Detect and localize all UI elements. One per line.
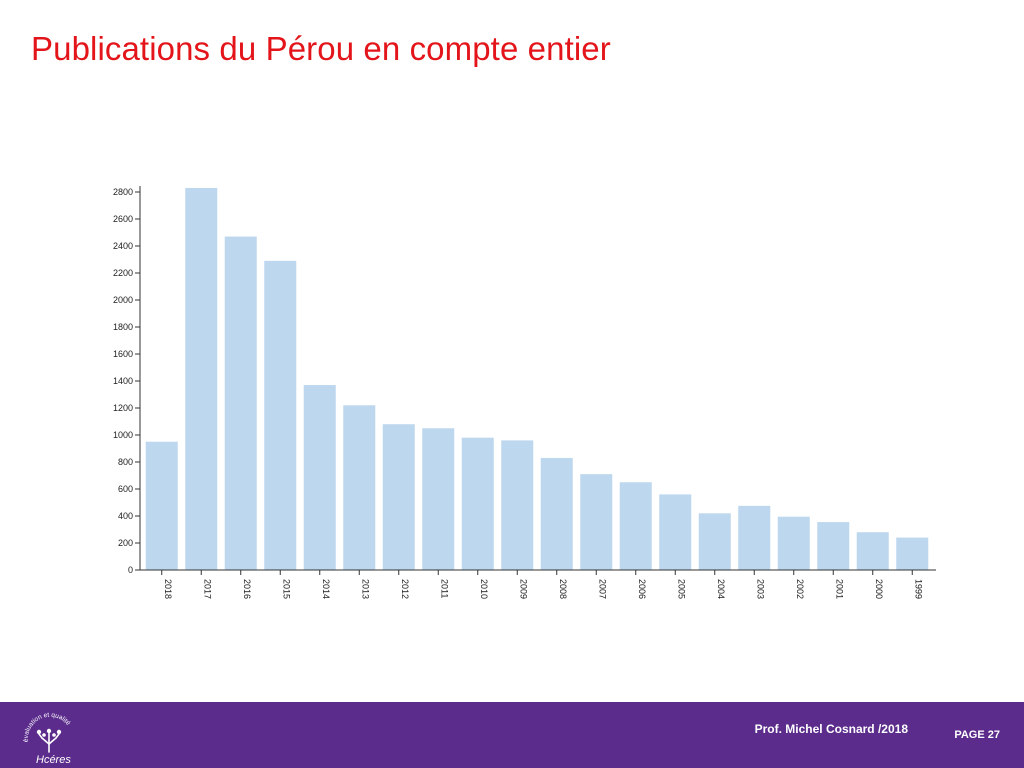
bar-2000 — [856, 532, 889, 570]
x-tick-label-2002: 2002 — [795, 579, 805, 599]
slide-title: Publications du Pérou en compte entier — [31, 30, 611, 67]
x-tick-label-2008: 2008 — [558, 579, 568, 599]
x-tick-label-2000: 2000 — [874, 579, 884, 599]
x-tick-label-2005: 2005 — [676, 579, 686, 599]
x-tick-label-2013: 2013 — [360, 579, 370, 599]
hceres-logo: évaluation et qualité Hcéres — [23, 712, 72, 766]
bar-2008 — [540, 457, 573, 570]
bar-2015 — [264, 260, 297, 570]
svg-text:évaluation et qualité: évaluation et qualité — [23, 712, 72, 743]
bar-2009 — [501, 440, 534, 570]
x-tick-label-2004: 2004 — [716, 579, 726, 599]
x-tick-label-2006: 2006 — [637, 579, 647, 599]
bar-2006 — [619, 482, 652, 570]
x-tick-label-2001: 2001 — [834, 579, 844, 599]
bar-2018 — [145, 441, 178, 570]
bar-2011 — [422, 428, 455, 570]
y-tick-label-800: 800 — [118, 457, 133, 467]
footer-bar: évaluation et qualité Hcéres Prof. Miche… — [0, 702, 1024, 768]
x-tick-label-2018: 2018 — [163, 579, 173, 599]
footer-author: Prof. Michel Cosnard /2018 — [754, 722, 908, 736]
y-tick-label-1000: 1000 — [113, 430, 133, 440]
x-tick-label-2010: 2010 — [479, 579, 489, 599]
x-tick-label-2016: 2016 — [242, 579, 252, 599]
x-tick-label-2015: 2015 — [281, 579, 291, 599]
bar-2010 — [461, 437, 494, 570]
y-tick-label-1600: 1600 — [113, 349, 133, 359]
bar-2002 — [777, 516, 810, 570]
y-tick-label-600: 600 — [118, 484, 133, 494]
y-tick-label-400: 400 — [118, 511, 133, 521]
page-number: PAGE 27 — [954, 729, 1000, 741]
x-tick-label-2011: 2011 — [439, 579, 449, 598]
y-tick-label-1800: 1800 — [113, 322, 133, 332]
logo-name: Hcéres — [36, 754, 71, 766]
y-tick-label-2000: 2000 — [113, 295, 133, 305]
y-tick-label-1200: 1200 — [113, 403, 133, 413]
x-tick-label-2012: 2012 — [400, 579, 410, 599]
y-tick-label-0: 0 — [128, 565, 133, 575]
y-tick-label-2800: 2800 — [113, 187, 133, 197]
bar-2017 — [185, 187, 218, 570]
x-tick-label-2003: 2003 — [755, 579, 765, 599]
bar-2012 — [382, 424, 415, 570]
tree-icon — [36, 728, 62, 753]
bar-chart: 0 200 400 600 800 1000 1200 1400 1600 1800 2000 220… — [113, 186, 936, 599]
bar-2016 — [224, 236, 257, 571]
y-tick-label-2200: 2200 — [113, 268, 133, 278]
x-tick-label-2017: 2017 — [202, 579, 212, 599]
x-tick-label-2014: 2014 — [321, 579, 331, 599]
y-tick-label-1400: 1400 — [113, 376, 133, 386]
y-tick-label-2600: 2600 — [113, 214, 133, 224]
bar-2014 — [303, 385, 336, 570]
x-tick-label-1999: 1999 — [913, 579, 923, 599]
y-tick-label-200: 200 — [118, 538, 133, 548]
bar-2001 — [817, 522, 850, 570]
bar-2013 — [343, 405, 376, 570]
x-tick-label-2009: 2009 — [518, 579, 528, 599]
bar-2003 — [738, 505, 771, 570]
bar-2004 — [698, 513, 731, 570]
bar-2007 — [580, 474, 613, 570]
bar-1999 — [896, 537, 929, 570]
x-tick-label-2007: 2007 — [597, 579, 607, 599]
y-tick-label-2400: 2400 — [113, 241, 133, 251]
bar-2005 — [659, 494, 692, 570]
logo-arc-text: évaluation et qualité — [23, 712, 72, 743]
